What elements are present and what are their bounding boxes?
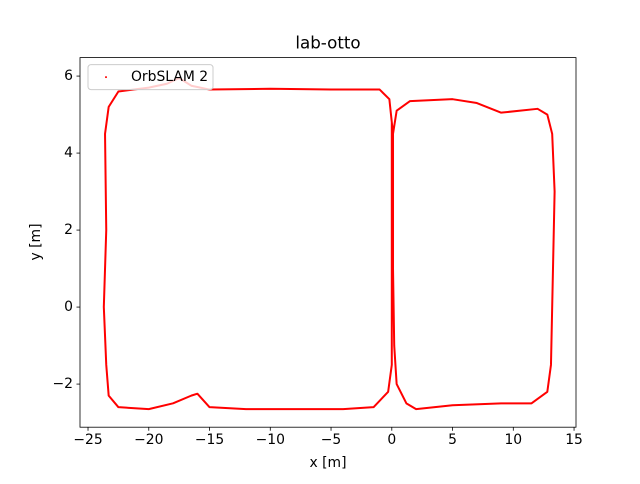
y-tick-label: −2 bbox=[53, 376, 73, 392]
x-tick-label: 10 bbox=[504, 432, 522, 448]
trajectory bbox=[102, 77, 556, 411]
y-tick-label: 4 bbox=[64, 145, 73, 161]
legend-label: OrbSLAM 2 bbox=[131, 69, 208, 85]
legend-box bbox=[87, 64, 214, 91]
x-tick-label: 5 bbox=[448, 432, 457, 448]
y-tick-label: 6 bbox=[64, 68, 73, 84]
x-tick-label: −10 bbox=[256, 432, 285, 448]
legend-marker bbox=[105, 76, 107, 79]
x-axis-label: x [m] bbox=[309, 455, 346, 471]
x-tick-label: −5 bbox=[321, 432, 341, 448]
x-tick-label: 0 bbox=[387, 432, 396, 448]
x-tick-label: −20 bbox=[134, 432, 163, 448]
axes-frame bbox=[79, 57, 577, 428]
x-tick-label: 15 bbox=[565, 432, 583, 448]
chart-title: lab-otto bbox=[295, 33, 360, 53]
y-tick-label: 0 bbox=[64, 299, 73, 315]
x-tick-label: −25 bbox=[73, 432, 102, 448]
x-tick-label: −15 bbox=[195, 432, 224, 448]
y-tick-label: 2 bbox=[64, 222, 73, 238]
y-axis-label: y [m] bbox=[28, 223, 44, 260]
